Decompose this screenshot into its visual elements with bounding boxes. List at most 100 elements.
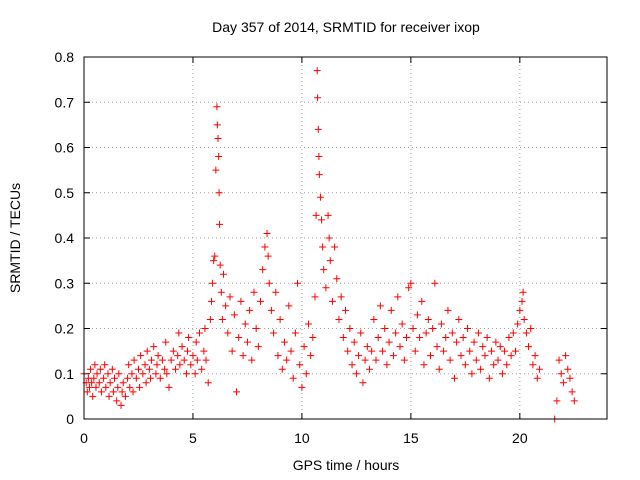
data-point: [411, 347, 419, 355]
data-point: [163, 370, 171, 378]
data-point: [88, 379, 96, 387]
data-point: [339, 334, 347, 342]
data-point: [209, 279, 217, 287]
data-point: [214, 134, 222, 142]
data-point: [316, 193, 324, 201]
data-point: [501, 347, 509, 355]
data-point: [259, 266, 267, 274]
data-point: [418, 297, 426, 305]
data-point: [470, 338, 478, 346]
data-point: [97, 388, 105, 396]
data-point: [531, 352, 539, 360]
data-point: [455, 315, 463, 323]
data-point: [213, 121, 221, 129]
data-point: [313, 67, 321, 75]
data-point: [450, 374, 458, 382]
data-point: [520, 315, 528, 323]
data-point: [243, 338, 251, 346]
data-point: [564, 365, 572, 373]
x-tick-label: 20: [512, 430, 528, 446]
y-tick-label: 0.6: [55, 140, 75, 156]
data-point: [230, 311, 238, 319]
data-point: [559, 379, 567, 387]
data-point: [104, 370, 112, 378]
data-point: [335, 315, 343, 323]
data-point: [320, 266, 328, 274]
data-point: [488, 347, 496, 355]
data-point: [257, 297, 265, 305]
data-point: [211, 252, 219, 260]
data-point: [270, 329, 278, 337]
data-point: [250, 288, 258, 296]
data-point: [527, 325, 535, 332]
data-point: [216, 220, 224, 228]
data-point: [355, 352, 363, 360]
data-point: [109, 388, 117, 396]
data-point: [233, 388, 241, 396]
data-point: [342, 306, 349, 314]
data-point: [152, 370, 160, 378]
data-point: [396, 343, 404, 351]
data-point: [132, 374, 140, 382]
data-point: [213, 103, 221, 111]
data-point: [106, 379, 114, 387]
data-point: [129, 388, 137, 396]
data-point: [165, 383, 173, 391]
data-point: [426, 352, 434, 360]
data-point: [219, 270, 227, 278]
data-point: [146, 374, 154, 382]
data-point: [289, 374, 297, 382]
data-point: [300, 343, 308, 351]
data-point: [350, 338, 358, 346]
data-point: [416, 334, 424, 342]
data-point: [180, 356, 188, 364]
data-point: [175, 329, 183, 337]
data-point: [413, 311, 421, 319]
data-point: [344, 347, 352, 355]
data-point: [318, 216, 326, 224]
data-point: [141, 361, 149, 369]
data-point: [172, 365, 180, 373]
data-point: [481, 352, 489, 360]
data-point: [283, 356, 291, 364]
data-point: [212, 166, 220, 174]
data-point: [422, 329, 430, 337]
data-point: [241, 320, 249, 328]
data-point: [474, 329, 482, 337]
data-point: [95, 379, 103, 387]
data-point: [409, 325, 417, 332]
data-point: [387, 306, 395, 314]
data-point: [307, 352, 315, 360]
chart-title: Day 357 of 2014, SRMTID for receiver ixo…: [212, 19, 480, 35]
data-point: [566, 374, 574, 382]
data-point: [385, 338, 393, 346]
grid-layer: [84, 57, 607, 419]
data-point: [115, 370, 123, 378]
plot-frame: [83, 56, 608, 420]
data-point: [143, 347, 151, 355]
data-point: [494, 356, 502, 364]
y-tick-label: 0.4: [55, 230, 75, 246]
data-point: [357, 329, 365, 337]
data-point: [294, 279, 302, 287]
data-point: [324, 211, 332, 219]
data-point: [314, 125, 322, 133]
data-point: [522, 329, 530, 337]
data-point: [442, 334, 450, 342]
y-axis-label: SRMTID / TECUs: [7, 183, 23, 293]
data-point: [315, 153, 323, 161]
data-point: [280, 338, 288, 346]
data-point: [137, 352, 145, 360]
data-point: [507, 352, 515, 360]
data-point: [562, 352, 570, 360]
data-point: [200, 347, 208, 355]
data-point: [322, 284, 330, 292]
data-point: [331, 243, 339, 251]
data-point: [365, 365, 373, 373]
data-point: [374, 334, 382, 342]
data-point: [394, 293, 402, 301]
data-point: [325, 234, 333, 242]
data-point: [278, 365, 286, 373]
